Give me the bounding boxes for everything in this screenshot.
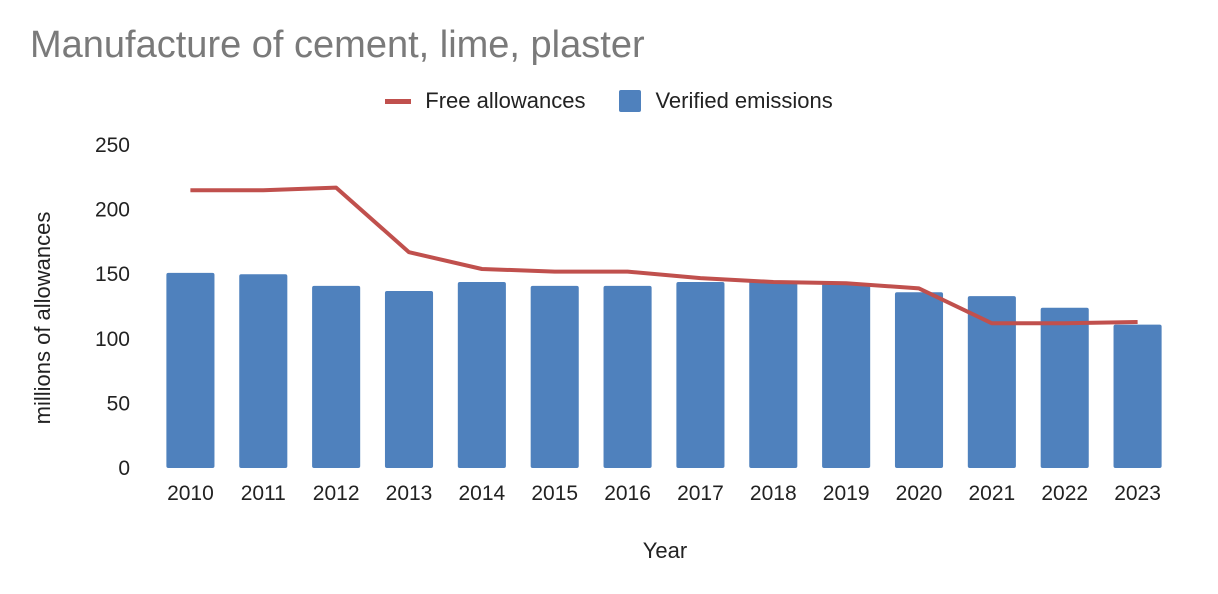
- y-tick-label: 50: [107, 392, 130, 415]
- bar-verified-emissions: [894, 292, 944, 468]
- y-axis-ticks: 0 50 100 150 200 250: [95, 134, 130, 480]
- bar-verified-emissions: [749, 280, 798, 468]
- x-tick-label: 2010: [167, 482, 214, 505]
- x-tick-label: 2023: [1114, 482, 1161, 505]
- bar-verified-emissions: [1040, 307, 1089, 468]
- bar-verified-emissions: [384, 290, 434, 468]
- x-tick-label: 2015: [531, 482, 578, 505]
- legend-label-free-allowances: Free allowances: [425, 88, 586, 113]
- x-tick-label: 2019: [823, 482, 870, 505]
- x-tick-label: 2013: [386, 482, 433, 505]
- bar-verified-emissions: [457, 281, 506, 468]
- y-axis-label: millions of allowances: [30, 212, 55, 425]
- legend-line-swatch: [385, 98, 412, 104]
- line-series: [190, 185, 1138, 326]
- legend: Free allowances Verified emissions: [0, 88, 1218, 114]
- x-tick-label: 2021: [968, 482, 1015, 505]
- bar-verified-emissions: [967, 296, 1016, 468]
- bar-verified-emissions: [822, 283, 871, 468]
- legend-item-free-allowances: Free allowances: [385, 88, 585, 114]
- bar-verified-emissions: [1113, 324, 1162, 468]
- legend-item-verified-emissions: Verified emissions: [619, 88, 833, 114]
- y-tick-label: 150: [95, 263, 130, 286]
- y-tick-label: 250: [95, 134, 130, 157]
- bar-verified-emissions: [239, 274, 288, 468]
- bar-verified-emissions: [676, 281, 725, 468]
- y-tick-label: 100: [95, 328, 130, 351]
- y-tick-label: 0: [118, 457, 130, 480]
- x-axis-ticks: 2010 2011 2012 2013 2014 2015 2016 2017 2018 2019…: [167, 482, 1161, 505]
- bar-verified-emissions: [530, 285, 579, 468]
- x-tick-label: 2012: [313, 482, 360, 505]
- line-free-allowances: [190, 185, 1138, 326]
- x-tick-label: 2011: [241, 482, 286, 505]
- legend-label-verified-emissions: Verified emissions: [655, 88, 833, 113]
- x-tick-label: 2017: [677, 482, 724, 505]
- legend-box-swatch: [619, 90, 642, 112]
- x-tick-label: 2014: [458, 482, 505, 505]
- x-tick-label: 2018: [750, 482, 797, 505]
- bar-verified-emissions: [603, 285, 652, 468]
- bar-verified-emissions: [312, 285, 361, 468]
- y-tick-label: 200: [95, 199, 130, 222]
- bar-series: [166, 272, 1162, 468]
- x-tick-label: 2016: [604, 482, 651, 505]
- x-tick-label: 2022: [1041, 482, 1088, 505]
- x-axis-label: Year: [643, 538, 687, 563]
- x-tick-label: 2020: [896, 482, 943, 505]
- chart-title: Manufacture of cement, lime, plaster: [30, 24, 645, 66]
- bar-verified-emissions: [166, 272, 215, 468]
